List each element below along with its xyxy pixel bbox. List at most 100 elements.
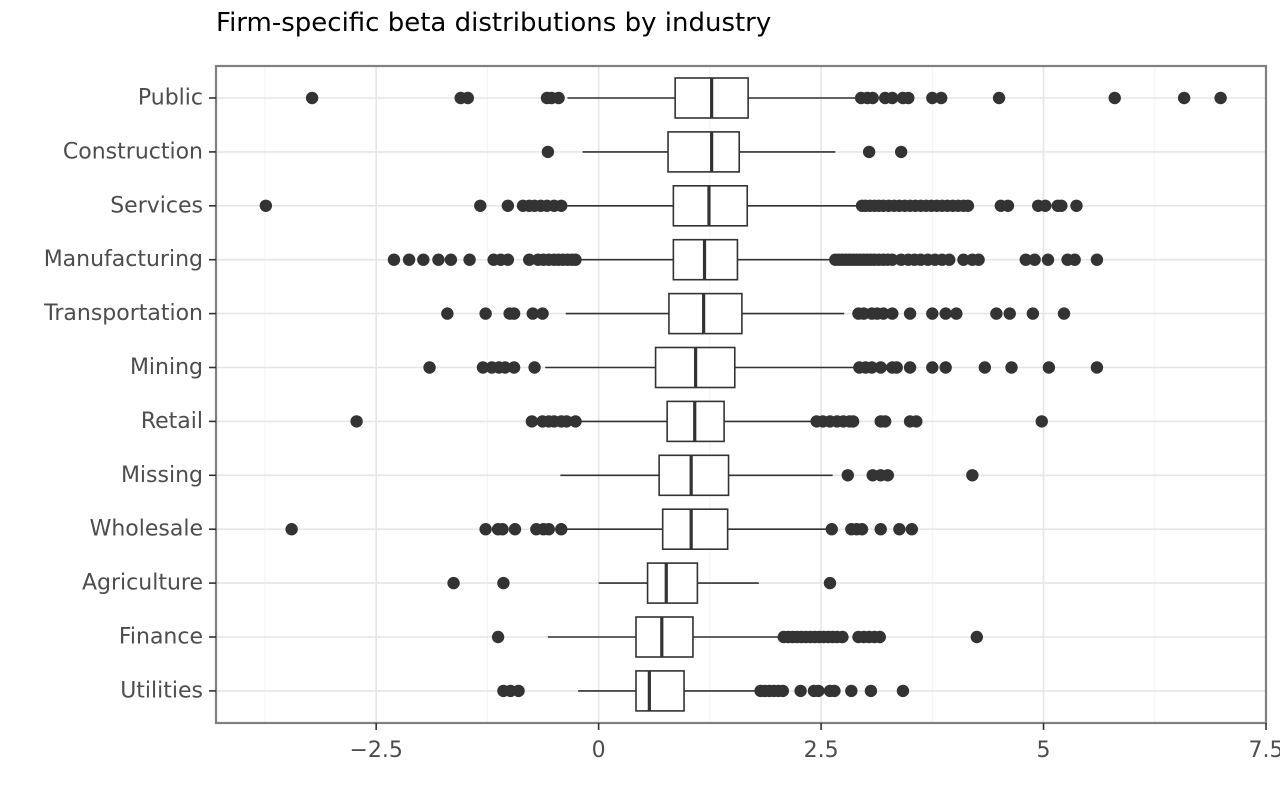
x-tick-label: −2.5 bbox=[349, 738, 402, 763]
outlier-point bbox=[970, 630, 984, 644]
y-tick-label: Mining bbox=[130, 355, 203, 380]
box-group-retail bbox=[350, 400, 1048, 443]
outlier-point bbox=[1035, 415, 1048, 428]
panel-border bbox=[214, 64, 1268, 725]
box-iqr bbox=[635, 670, 685, 712]
outlier-point bbox=[950, 307, 963, 320]
y-tick-label: Retail bbox=[141, 409, 203, 434]
outlier-point bbox=[560, 415, 573, 428]
outlier-point bbox=[864, 684, 878, 698]
outlier-point bbox=[903, 361, 917, 374]
outlier-point bbox=[1003, 307, 1016, 320]
outlier-point bbox=[926, 361, 939, 374]
outlier-point bbox=[836, 630, 849, 644]
outlier-point bbox=[536, 307, 549, 320]
outlier-point bbox=[890, 361, 903, 374]
box-group-mining bbox=[423, 346, 1104, 389]
outlier-point bbox=[961, 199, 975, 212]
outlier-point bbox=[1041, 253, 1055, 266]
box-iqr bbox=[667, 131, 741, 173]
chart-title: Firm-specific beta distributions by indu… bbox=[216, 8, 772, 38]
y-tick-label: Utilities bbox=[120, 678, 203, 703]
outlier-point bbox=[1057, 307, 1071, 320]
outlier-point bbox=[526, 307, 539, 320]
outlier-point bbox=[896, 684, 910, 698]
outlier-point bbox=[812, 684, 825, 698]
outlier-point bbox=[542, 523, 555, 536]
outlier-point bbox=[903, 307, 917, 320]
outlier-point bbox=[1001, 199, 1015, 212]
box-iqr bbox=[668, 292, 743, 335]
y-tick-label: Agriculture bbox=[82, 571, 203, 596]
outlier-point bbox=[501, 253, 515, 266]
box-iqr bbox=[646, 562, 699, 604]
box-iqr bbox=[635, 616, 694, 658]
outlier-point bbox=[846, 415, 860, 428]
outlier-point bbox=[886, 253, 899, 266]
x-tick-label: 5 bbox=[1037, 738, 1051, 763]
outlier-point bbox=[1068, 253, 1081, 266]
y-tick-label: Services bbox=[110, 193, 203, 218]
outlier-point bbox=[855, 523, 869, 536]
outlier-point bbox=[886, 307, 899, 320]
outlier-point bbox=[894, 145, 908, 159]
outlier-point bbox=[878, 415, 892, 428]
outlier-point bbox=[926, 307, 939, 320]
box-group-wholesale bbox=[285, 508, 919, 551]
outlier-point bbox=[865, 361, 879, 374]
outlier-point bbox=[874, 361, 887, 374]
outlier-point bbox=[886, 91, 899, 105]
outlier-point bbox=[461, 91, 475, 105]
outlier-point bbox=[825, 523, 838, 536]
axis-layer: Public Construction Services Manufacturing T… bbox=[43, 86, 1280, 764]
outlier-point bbox=[957, 253, 970, 266]
outlier-point bbox=[862, 145, 876, 159]
outlier-point bbox=[402, 253, 416, 266]
outlier-point bbox=[1214, 91, 1227, 105]
outlier-point bbox=[479, 523, 492, 536]
box-group-utilities bbox=[497, 670, 910, 712]
outlier-point bbox=[841, 469, 854, 482]
box-group-public bbox=[305, 77, 1227, 119]
outlier-point bbox=[507, 307, 521, 320]
outlier-point bbox=[939, 361, 952, 374]
outlier-point bbox=[881, 469, 895, 482]
outlier-point bbox=[423, 361, 436, 374]
outlier-point bbox=[541, 145, 555, 159]
box-iqr bbox=[658, 454, 730, 497]
outlier-point bbox=[444, 253, 458, 266]
outlier-point bbox=[555, 523, 568, 536]
box-group-services bbox=[259, 185, 1083, 227]
outlier-point bbox=[972, 253, 985, 266]
outlier-point bbox=[525, 415, 539, 428]
outlier-point bbox=[910, 415, 923, 428]
grid-layer bbox=[216, 66, 1267, 723]
outlier-point bbox=[285, 523, 298, 536]
outlier-point bbox=[555, 199, 568, 212]
box-group-manufacturing bbox=[387, 238, 1104, 281]
box-iqr bbox=[661, 508, 729, 551]
outlier-point bbox=[992, 91, 1006, 105]
outlier-point bbox=[943, 253, 956, 266]
outlier-point bbox=[569, 253, 582, 266]
box-group-construction bbox=[541, 131, 908, 173]
y-tick-label: Missing bbox=[121, 463, 203, 488]
y-tick-label: Construction bbox=[63, 139, 203, 164]
outlier-point bbox=[523, 253, 536, 266]
outlier-point bbox=[498, 361, 512, 374]
y-tick-label: Transportation bbox=[43, 301, 203, 326]
outlier-point bbox=[845, 684, 858, 698]
outlier-point bbox=[497, 576, 510, 590]
outlier-point bbox=[1090, 361, 1104, 374]
outlier-point bbox=[569, 415, 582, 428]
outlier-point bbox=[866, 91, 879, 105]
outlier-point bbox=[828, 684, 841, 698]
outlier-point bbox=[491, 630, 505, 644]
outlier-point bbox=[935, 91, 948, 105]
outlier-point bbox=[990, 307, 1003, 320]
outlier-point bbox=[1019, 253, 1032, 266]
outlier-point bbox=[902, 91, 915, 105]
outlier-point bbox=[479, 307, 492, 320]
box-group-missing bbox=[560, 454, 979, 497]
